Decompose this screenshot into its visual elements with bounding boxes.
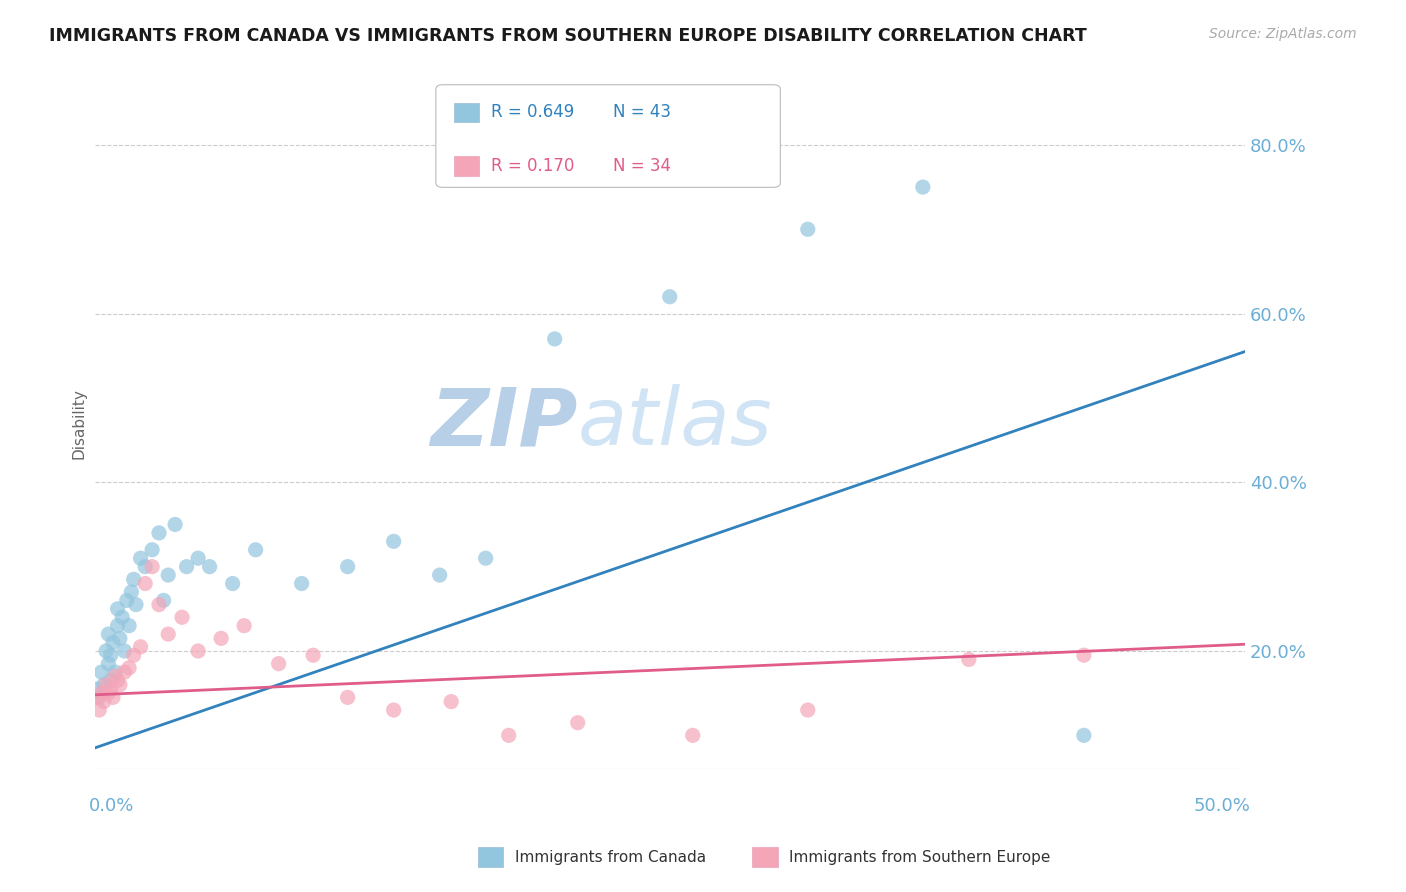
Point [141, 559, 163, 574]
Point [104, 669, 127, 683]
Point [209, 632, 232, 646]
Text: 50.0%: 50.0% [1194, 797, 1251, 814]
Point [107, 602, 129, 616]
Point [93, 695, 115, 709]
Point [94, 678, 117, 692]
Point [198, 559, 221, 574]
Point [1073, 728, 1095, 742]
Text: Source: ZipAtlas.com: Source: ZipAtlas.com [1209, 27, 1357, 41]
Point [682, 728, 704, 742]
Point [101, 635, 124, 649]
Point [498, 728, 520, 742]
Point [90, 665, 112, 679]
Text: N = 34: N = 34 [613, 157, 671, 175]
Point [94, 644, 117, 658]
Point [911, 180, 934, 194]
Point [100, 648, 122, 663]
Point [544, 332, 567, 346]
Point [86, 681, 108, 696]
Point [187, 551, 209, 566]
Point [97, 627, 120, 641]
Text: 0.0%: 0.0% [89, 797, 134, 814]
Text: IMMIGRANTS FROM CANADA VS IMMIGRANTS FROM SOUTHERN EUROPE DISABILITY CORRELATION: IMMIGRANTS FROM CANADA VS IMMIGRANTS FRO… [49, 27, 1087, 45]
Point [129, 551, 152, 566]
Point [567, 715, 589, 730]
Point [120, 585, 142, 599]
Point [100, 681, 122, 696]
Point [165, 517, 187, 532]
Point [170, 610, 193, 624]
Point [122, 648, 145, 663]
Text: R = 0.649: R = 0.649 [491, 103, 574, 121]
Point [382, 534, 405, 549]
Point [302, 648, 325, 663]
Point [118, 661, 141, 675]
Point [93, 678, 115, 692]
Point [382, 703, 405, 717]
Point [134, 559, 156, 574]
Point [108, 632, 131, 646]
Point [97, 686, 120, 700]
Point [89, 703, 111, 717]
Point [141, 542, 163, 557]
Point [157, 568, 180, 582]
Point [122, 572, 145, 586]
Point [86, 690, 108, 705]
Point [176, 559, 198, 574]
Point [336, 559, 359, 574]
Point [100, 673, 122, 688]
Point [89, 690, 111, 705]
Point [114, 644, 136, 658]
Point [148, 525, 170, 540]
Point [104, 665, 127, 679]
Text: atlas: atlas [578, 384, 772, 462]
Point [187, 644, 209, 658]
Point [440, 695, 463, 709]
Point [1073, 648, 1095, 663]
Point [267, 657, 290, 671]
Y-axis label: Disability: Disability [72, 388, 86, 458]
Point [111, 610, 134, 624]
Point [336, 690, 359, 705]
Point [90, 686, 112, 700]
Point [152, 593, 174, 607]
Point [115, 593, 138, 607]
Point [797, 222, 820, 236]
Text: ZIP: ZIP [430, 384, 578, 462]
Point [97, 657, 120, 671]
Point [114, 665, 136, 679]
Text: Immigrants from Canada: Immigrants from Canada [515, 850, 706, 864]
Point [957, 652, 980, 666]
Point [157, 627, 180, 641]
Point [118, 618, 141, 632]
Point [125, 598, 148, 612]
Point [107, 618, 129, 632]
Point [797, 703, 820, 717]
Point [107, 673, 129, 688]
Point [429, 568, 451, 582]
Text: R = 0.170: R = 0.170 [491, 157, 574, 175]
Text: N = 43: N = 43 [613, 103, 671, 121]
Point [221, 576, 243, 591]
Point [108, 678, 131, 692]
Point [148, 598, 170, 612]
Point [291, 576, 314, 591]
Point [245, 542, 267, 557]
Text: Immigrants from Southern Europe: Immigrants from Southern Europe [789, 850, 1050, 864]
Point [474, 551, 496, 566]
Point [233, 618, 256, 632]
Point [134, 576, 156, 591]
Point [658, 290, 681, 304]
Point [129, 640, 152, 654]
Point [101, 690, 124, 705]
